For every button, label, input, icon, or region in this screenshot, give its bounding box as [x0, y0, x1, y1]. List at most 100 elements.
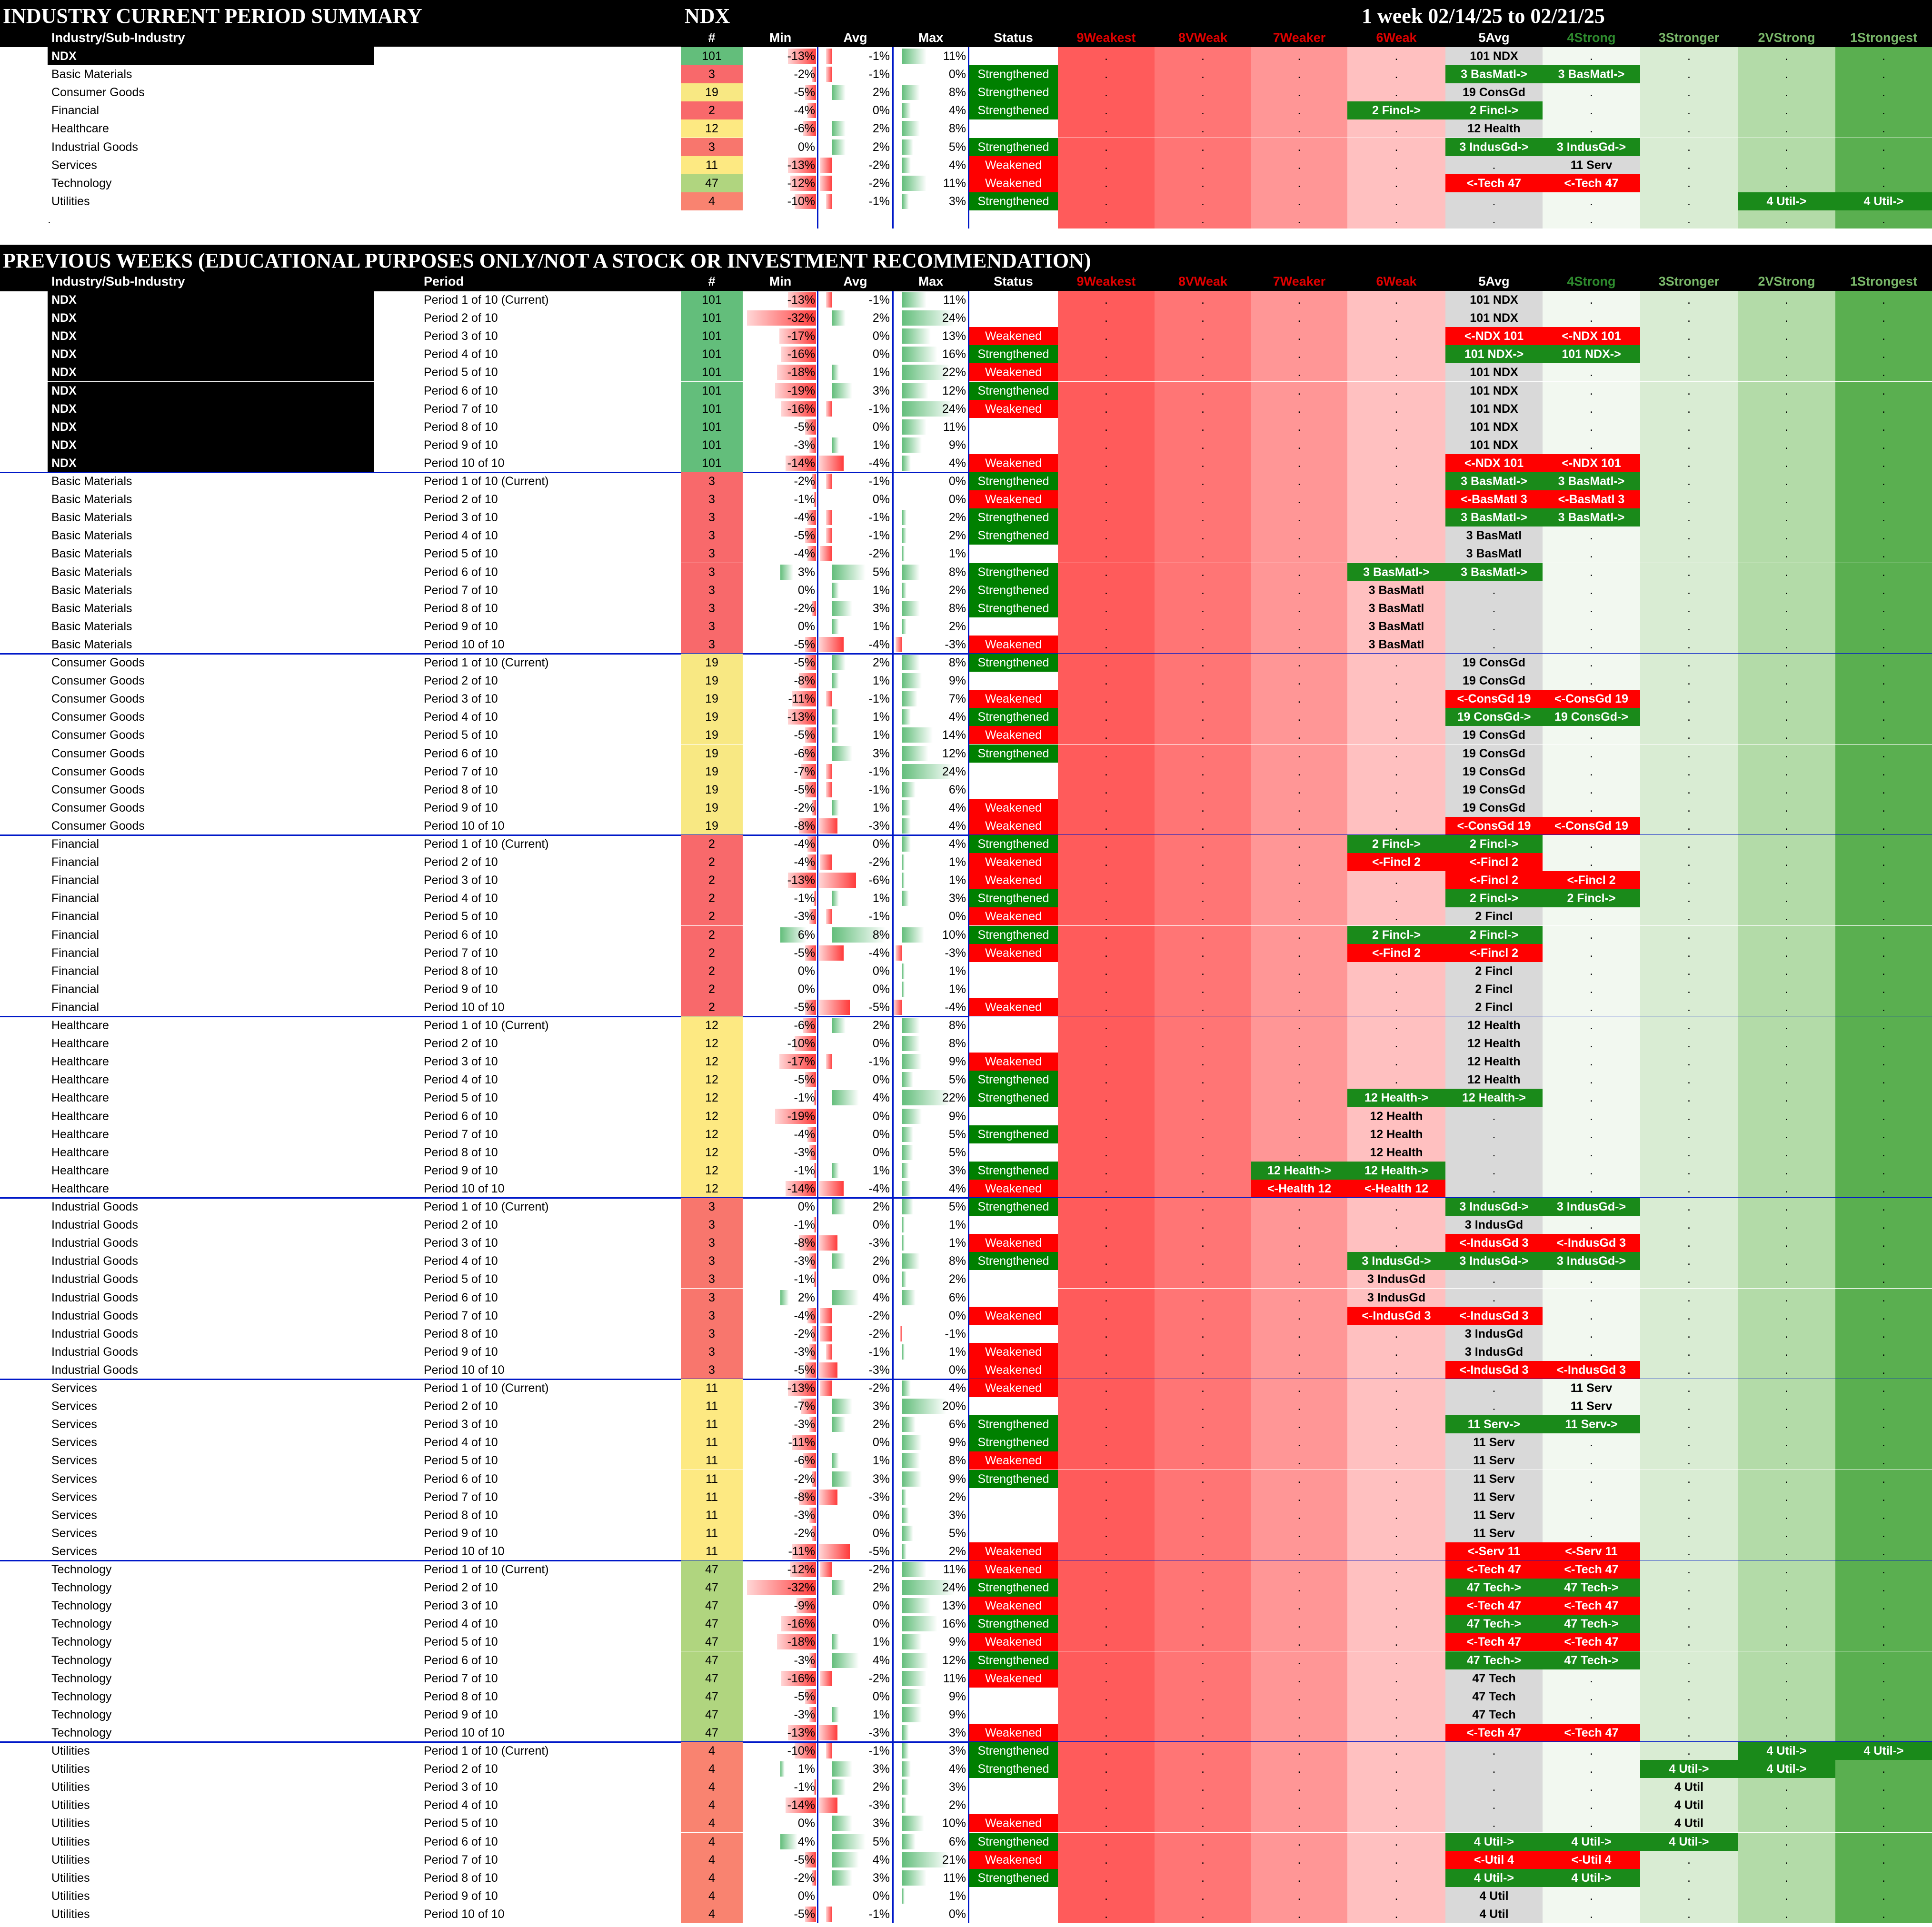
period-label: Period 10 of 10 — [424, 637, 505, 651]
max-value: 8% — [948, 1037, 966, 1051]
lane-dot: . — [1201, 293, 1205, 307]
lane-dot: . — [1882, 637, 1885, 651]
lane-dot: . — [1201, 692, 1205, 706]
status-badge: Unchanged — [969, 47, 1058, 66]
table-row: Consumer Goods Period 7 of 10 19 -7% -1% 24% U… — [0, 762, 1932, 781]
lane-5: 2 Fincl — [1445, 998, 1543, 1016]
min-value: -5% — [794, 783, 815, 796]
avg-value: 5% — [872, 565, 890, 579]
lane-4: . — [1347, 508, 1445, 527]
lane-dot: . — [1785, 1544, 1788, 1558]
lane-label: 3 BasMatl-> — [1445, 563, 1543, 581]
lane-5: 3 BasMatl-> — [1445, 563, 1543, 581]
count-value: 12 — [681, 1089, 743, 1107]
count-value: 19 — [681, 816, 743, 835]
lane-1: . — [1058, 889, 1155, 908]
min-cell: -8% — [743, 1488, 818, 1506]
lane-7: . — [1640, 998, 1738, 1016]
industry-name: Consumer Goods — [51, 801, 145, 815]
lane-7: 4 Util-> — [1640, 1832, 1738, 1851]
lane-dot: . — [1785, 50, 1788, 63]
count-value: 3 — [681, 581, 743, 599]
min-value: -5% — [794, 1853, 815, 1867]
period-label: Period 7 of 10 — [424, 946, 498, 960]
lane-2: . — [1155, 1742, 1251, 1760]
lane-dot: . — [1785, 438, 1788, 452]
lane-dot: . — [1297, 1671, 1301, 1685]
avg-cell: -1% — [818, 400, 893, 418]
period-range: 1 week 02/14/25 to 02/21/25 — [1362, 4, 1605, 28]
count-value: 101 — [681, 309, 743, 328]
lane-4: . — [1347, 1723, 1445, 1742]
lane-5: 11 Serv-> — [1445, 1415, 1543, 1434]
max-bar — [902, 1562, 926, 1577]
lane-5: <-Fincl 2 — [1445, 871, 1543, 890]
industry-name: Consumer Goods — [51, 765, 145, 778]
avg-bar — [832, 564, 866, 580]
lane-dot: . — [1394, 1019, 1398, 1032]
industry-name: Healthcare — [51, 1163, 109, 1177]
count-value: 101 — [681, 436, 743, 454]
lane-dot: . — [1297, 1418, 1301, 1431]
min-bar — [809, 1707, 816, 1722]
lane-6: . — [1543, 436, 1640, 454]
lane-5: . — [1445, 1161, 1543, 1180]
max-value: 14% — [942, 728, 966, 742]
period-label: Period 4 of 10 — [424, 348, 498, 361]
max-cell: 0% — [893, 907, 969, 925]
min-cell: -1% — [743, 1089, 818, 1107]
lane-dot: . — [1105, 1635, 1108, 1649]
period-label: Period 5 of 10 — [424, 1091, 498, 1105]
lane-2: . — [1155, 210, 1251, 228]
lane-dot: . — [1687, 475, 1691, 488]
lane-2: . — [1155, 1234, 1251, 1252]
lane-1: . — [1058, 1053, 1155, 1071]
lane-dot: . — [1785, 1726, 1788, 1739]
lane-dot: . — [1105, 1381, 1108, 1395]
lane-7: . — [1640, 1089, 1738, 1107]
lane-dot: . — [1201, 946, 1205, 960]
lane-dot: . — [1201, 329, 1205, 343]
lane-dot: . — [1297, 212, 1301, 226]
lane-4: . — [1347, 1778, 1445, 1797]
lane-dot: . — [1297, 1236, 1301, 1250]
period-label: Period 8 of 10 — [424, 1508, 498, 1522]
lane-4: . — [1347, 690, 1445, 708]
count-value: 2 — [681, 962, 743, 980]
avg-value: 1% — [872, 892, 890, 905]
max-bar — [902, 1435, 922, 1450]
lane-5: 3 IndusGd — [1445, 1324, 1543, 1343]
min-value: -13% — [787, 1726, 815, 1739]
count-value: 101 — [681, 381, 743, 400]
lane-6: . — [1543, 1179, 1640, 1198]
lane-5: 101 NDX — [1445, 399, 1543, 418]
max-bar — [902, 437, 922, 453]
lane-label: 4 Util — [1445, 1887, 1543, 1905]
industry-name: Services — [51, 1526, 97, 1540]
table-row: Services Period 4 of 10 11 -11% 0% 9% Strength… — [0, 1433, 1932, 1452]
status-badge: Strengthened — [969, 599, 1058, 617]
avg-value: 4% — [872, 1853, 890, 1867]
status-badge: Strengthened — [969, 83, 1058, 102]
lane-dot: . — [1785, 311, 1788, 325]
min-value: -2% — [794, 475, 815, 488]
avg-value: -1% — [868, 910, 890, 924]
lane-dot: . — [1297, 1254, 1301, 1268]
lane-5: <-Tech 47 — [1445, 1633, 1543, 1651]
period-label: Period 9 of 10 — [424, 438, 498, 452]
avg-bar — [819, 1362, 837, 1378]
lane-dot: . — [1492, 1145, 1496, 1159]
lane-9: . — [1835, 1488, 1932, 1506]
status-badge: Strengthened — [969, 1579, 1058, 1597]
lane-6: . — [1543, 672, 1640, 690]
avg-value: 5% — [872, 1835, 890, 1848]
lane-dot: . — [1492, 1744, 1496, 1758]
lane-4: . — [1347, 436, 1445, 454]
status-badge: Weakened — [969, 1379, 1058, 1398]
lane-7: . — [1640, 1433, 1738, 1452]
lane-dot: . — [1687, 1236, 1691, 1250]
avg-bar — [832, 1290, 859, 1305]
avg-value: -2% — [868, 1309, 890, 1322]
lane-2: . — [1155, 1397, 1251, 1416]
lane-label: 19 ConsGd — [1445, 762, 1543, 781]
